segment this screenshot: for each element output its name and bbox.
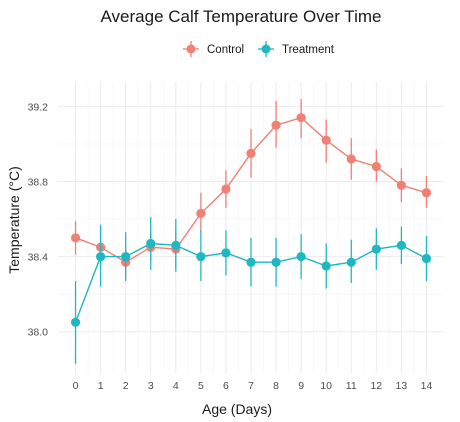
data-point-treatment (321, 261, 331, 271)
x-tick-label: 14 (421, 380, 433, 392)
data-point-treatment (396, 240, 406, 250)
data-point-control (321, 135, 331, 145)
y-tick-label: 38.4 (28, 252, 49, 264)
legend-item-treatment: Treatment (258, 41, 335, 57)
data-point-treatment (96, 252, 106, 262)
x-tick-label: 1 (98, 380, 104, 392)
grid (58, 82, 444, 373)
x-tick-label: 3 (148, 380, 154, 392)
data-point-control (196, 208, 206, 219)
data-point-treatment (296, 252, 306, 262)
x-tick-label: 10 (320, 380, 332, 392)
chart-title: Average Calf Temperature Over Time (101, 7, 382, 26)
data-point-control (371, 161, 381, 172)
data-point-control (296, 113, 306, 123)
data-point-treatment (146, 238, 156, 249)
data-point-treatment (171, 240, 181, 250)
legend-key-dot-treatment (261, 44, 271, 54)
x-tick-label: 2 (123, 380, 129, 392)
legend-key-dot-control (186, 44, 196, 54)
x-tick-label: 13 (396, 380, 408, 392)
data-point-control (396, 180, 406, 190)
series-treatment (70, 217, 432, 364)
y-axis-label: Temperature (°C) (6, 166, 22, 274)
data-point-control (221, 184, 231, 194)
data-point-treatment (121, 252, 131, 262)
legend: Control Treatment (183, 41, 335, 57)
y-tick-label: 38.8 (28, 177, 49, 189)
x-axis-ticks: 0 1 2 3 4 5 6 7 8 9 10 11 12 13 14 (73, 380, 433, 392)
data-point-control (70, 233, 81, 243)
x-tick-label: 7 (248, 380, 254, 392)
data-point-control (271, 120, 281, 130)
data-point-treatment (371, 244, 381, 254)
data-point-treatment (271, 257, 281, 267)
data-point-control (421, 188, 432, 198)
data-point-treatment (196, 252, 206, 262)
x-tick-label: 11 (346, 380, 357, 392)
x-tick-label: 6 (223, 380, 229, 392)
data-point-treatment (221, 248, 231, 258)
x-tick-label: 4 (173, 380, 179, 392)
series-layer (70, 98, 432, 364)
legend-label-control: Control (207, 44, 244, 56)
data-point-control (246, 148, 256, 158)
y-axis-ticks: 38.0 38.4 38.8 39.2 (28, 101, 49, 338)
data-point-treatment (346, 257, 356, 267)
x-tick-label: 0 (73, 380, 79, 392)
x-tick-label: 9 (298, 380, 304, 392)
legend-label-treatment: Treatment (282, 44, 335, 56)
x-tick-label: 12 (370, 380, 382, 392)
data-point-treatment (421, 253, 432, 264)
data-point-treatment (70, 317, 81, 327)
data-point-treatment (246, 257, 256, 267)
y-tick-label: 38.0 (28, 327, 49, 339)
x-tick-label: 8 (273, 380, 279, 392)
y-tick-label: 39.2 (28, 101, 49, 113)
x-axis-label: Age (Days) (202, 401, 272, 417)
legend-item-control: Control (183, 41, 244, 57)
data-point-control (346, 154, 356, 164)
x-tick-label: 5 (198, 380, 204, 392)
